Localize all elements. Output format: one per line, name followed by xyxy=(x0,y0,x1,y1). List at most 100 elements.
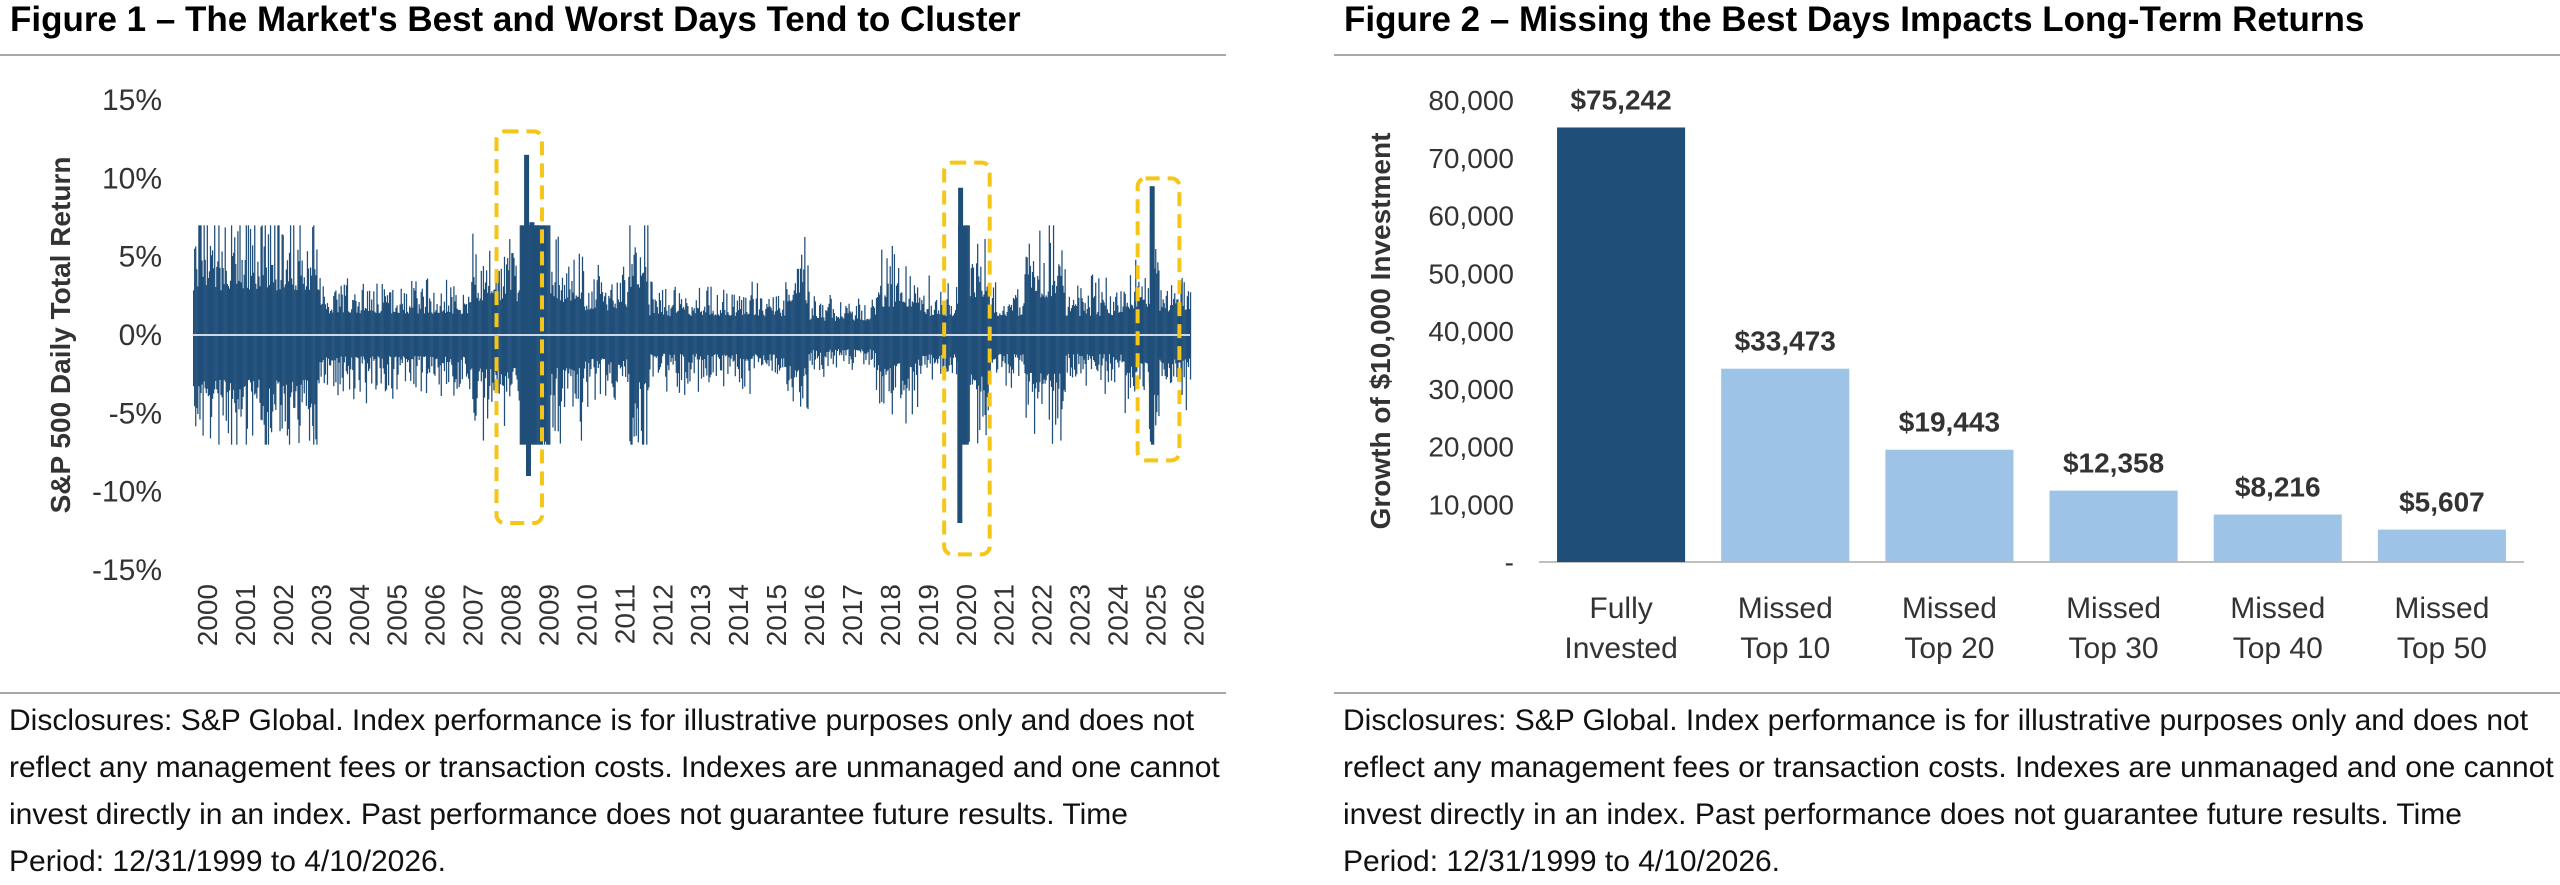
return-bar xyxy=(977,243,979,335)
return-bar xyxy=(513,335,515,369)
return-bar xyxy=(888,306,890,335)
return-bar xyxy=(462,294,465,335)
return-bar xyxy=(703,310,705,335)
return-bar xyxy=(901,292,903,335)
return-bar xyxy=(1162,299,1164,335)
return-bar xyxy=(470,302,472,335)
return-bar xyxy=(481,335,484,373)
figure-1-disclosure: Disclosures: S&P Global. Index performan… xyxy=(9,704,1220,878)
return-bar xyxy=(1183,282,1185,335)
return-bar xyxy=(228,288,231,335)
return-bar xyxy=(829,335,831,350)
return-bar xyxy=(442,335,445,364)
return-bar xyxy=(863,320,865,335)
return-bar xyxy=(681,335,684,355)
return-bar xyxy=(1107,335,1109,382)
return-bar xyxy=(944,309,946,335)
return-bar xyxy=(262,275,264,335)
return-bar xyxy=(1096,314,1098,335)
return-bar xyxy=(336,335,338,359)
return-bar xyxy=(449,311,451,335)
return-bar xyxy=(795,335,798,378)
return-bar xyxy=(214,225,216,335)
return-bar xyxy=(464,304,467,335)
return-bar xyxy=(237,231,239,335)
return-bar xyxy=(705,312,707,335)
return-bar xyxy=(296,335,298,386)
return-bar xyxy=(472,335,474,400)
return-bar xyxy=(1172,335,1174,365)
return-bar xyxy=(930,335,932,355)
return-bar xyxy=(379,312,381,335)
return-bar xyxy=(222,268,224,335)
return-bar xyxy=(800,268,802,335)
return-bar xyxy=(659,335,662,368)
return-bar xyxy=(774,335,776,373)
return-bar xyxy=(1102,299,1104,335)
return-bar xyxy=(1088,335,1091,356)
return-bar xyxy=(1065,315,1067,335)
return-bar xyxy=(538,335,540,445)
return-bar xyxy=(1041,293,1043,335)
return-bar xyxy=(1117,335,1119,363)
return-bar xyxy=(1092,297,1095,335)
return-bar xyxy=(818,305,821,335)
y-tick-label: 60,000 xyxy=(1428,201,1514,232)
return-bar xyxy=(832,309,834,335)
return-bar xyxy=(514,275,516,335)
return-bar xyxy=(1106,335,1108,371)
return-bar xyxy=(196,269,198,335)
return-bar xyxy=(1109,335,1112,364)
return-bar xyxy=(273,282,275,335)
return-bar xyxy=(642,335,645,445)
return-bar xyxy=(1144,278,1146,335)
return-bar xyxy=(678,335,681,393)
return-bar xyxy=(389,292,391,335)
return-bar xyxy=(1138,335,1140,366)
return-bar xyxy=(725,335,727,357)
return-bar xyxy=(1004,314,1006,335)
return-bar xyxy=(767,335,769,360)
return-bar xyxy=(214,335,216,390)
return-bar xyxy=(522,335,525,445)
return-bar xyxy=(627,291,629,335)
return-bar xyxy=(1165,295,1167,335)
return-bar xyxy=(1182,335,1184,361)
return-bar xyxy=(717,335,720,358)
y-tick-label: 0% xyxy=(119,319,162,352)
return-bar xyxy=(709,335,711,378)
return-bar xyxy=(777,295,780,335)
return-bar xyxy=(661,289,664,335)
return-bar xyxy=(1071,335,1074,378)
return-bar xyxy=(628,276,630,335)
return-bar xyxy=(235,335,237,413)
return-bar xyxy=(762,310,764,335)
return-bar xyxy=(442,310,445,335)
return-bar xyxy=(1080,335,1082,374)
return-bar xyxy=(794,283,796,335)
x-tick-label: 2009 xyxy=(533,584,564,646)
return-bar xyxy=(318,290,320,335)
return-bar xyxy=(1163,335,1165,370)
figure-2-disclosure: Disclosures: S&P Global. Index performan… xyxy=(1343,704,2554,878)
return-bar xyxy=(266,287,269,335)
return-bar xyxy=(841,316,843,335)
return-bar xyxy=(609,298,611,335)
return-bar xyxy=(700,311,703,335)
return-bar xyxy=(614,303,616,335)
return-bar xyxy=(199,225,201,335)
return-bar xyxy=(339,335,341,385)
return-bar xyxy=(248,289,251,335)
return-bar xyxy=(811,335,813,365)
return-bar xyxy=(610,335,612,363)
return-bar xyxy=(706,335,708,376)
return-bar xyxy=(830,335,832,359)
return-bar xyxy=(319,278,321,335)
return-bar xyxy=(793,290,795,335)
return-bar xyxy=(1047,291,1049,335)
return-bar xyxy=(463,335,466,358)
return-bar xyxy=(652,335,654,377)
return-bar xyxy=(844,313,846,335)
return-bar xyxy=(302,283,304,335)
return-bar xyxy=(344,335,347,357)
